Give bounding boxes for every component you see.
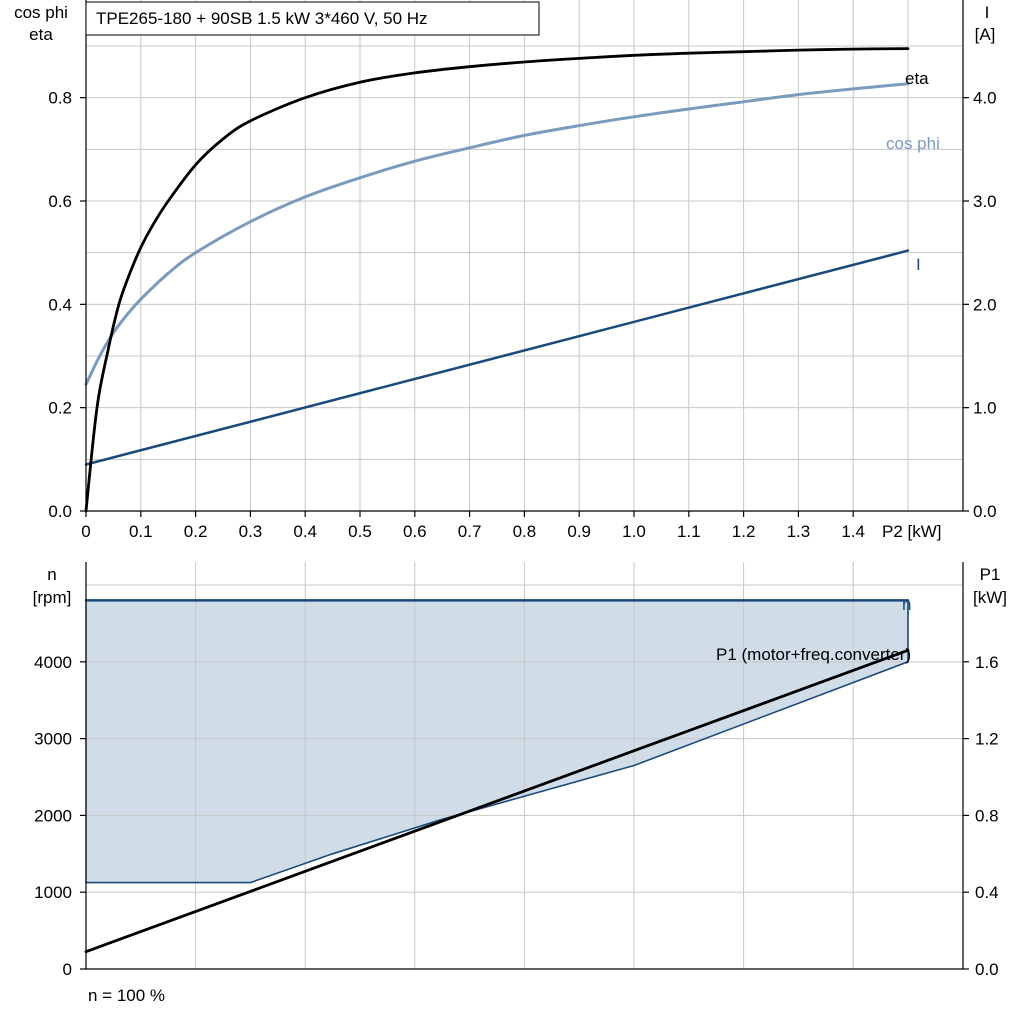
title-box — [85, 1, 540, 36]
top-right-tick-label: 3.0 — [973, 192, 997, 211]
lower-boundary-line — [85, 660, 909, 884]
bottom-left-tick-label: 1000 — [34, 883, 72, 902]
series-label-current: I — [916, 255, 921, 274]
bottom-operating-area — [86, 600, 908, 883]
top-right-tick-label: 0.0 — [973, 502, 997, 521]
top-grid — [85, 0, 963, 512]
bottom-right-axis-label-1: P1 — [980, 565, 1001, 584]
top-right-tick-label: 4.0 — [973, 89, 997, 108]
top-axes — [80, 0, 969, 517]
top-x-tick-label: 0.9 — [567, 522, 591, 541]
bottom-axes — [80, 562, 969, 970]
bottom-right-axis-label-2: [kW] — [973, 588, 1007, 607]
top-x-tick-label: 1.1 — [677, 522, 701, 541]
top-x-tick-label: 1.0 — [622, 522, 646, 541]
series-label-eta: eta — [905, 69, 929, 88]
current-line — [84, 249, 910, 466]
bottom-right-tick-label: 0.0 — [975, 960, 999, 979]
top-right-tick-label: 1.0 — [973, 399, 997, 418]
bottom-left-tick-label: 2000 — [34, 806, 72, 825]
top-x-tick-label: 0.8 — [513, 522, 537, 541]
top-left-axis-label-1: cos phi — [14, 3, 68, 22]
bottom-left-tick-label: 4000 — [34, 653, 72, 672]
top-tick-labels: 0.0 0.2 0.4 0.6 0.8 0.0 1.0 2.0 3.0 4.0 0 0.1 0.2 0.3… — [48, 89, 996, 541]
cosphi-curve — [84, 82, 910, 386]
bottom-right-tick-label: 0.4 — [975, 883, 999, 902]
top-left-tick-label: 0.2 — [48, 399, 72, 418]
series-label-p1: P1 (motor+freq.converter) — [716, 645, 911, 664]
top-left-tick-label: 0.6 — [48, 192, 72, 211]
top-x-tick-label: 0.2 — [184, 522, 208, 541]
top-x-tick-label: 0.7 — [458, 522, 482, 541]
top-x-tick-label: 0.4 — [293, 522, 317, 541]
top-x-tick-label: 1.2 — [732, 522, 756, 541]
top-x-tick-label: 0.6 — [403, 522, 427, 541]
bottom-left-axis-label-2: [rpm] — [33, 588, 72, 607]
chart-title: TPE265-180 + 90SB 1.5 kW 3*460 V, 50 Hz — [96, 9, 428, 28]
top-x-tick-label: 0 — [81, 522, 90, 541]
top-left-tick-label: 0.0 — [48, 502, 72, 521]
top-x-tick-label: 0.5 — [348, 522, 372, 541]
top-right-axis-label-2: [A] — [975, 25, 996, 44]
bottom-left-axis-label-1: n — [47, 565, 56, 584]
bottom-left-tick-label: 3000 — [34, 730, 72, 749]
series-label-speed: n — [902, 595, 911, 614]
top-left-tick-label: 0.8 — [48, 89, 72, 108]
top-x-tick-label: 1.3 — [787, 522, 811, 541]
top-x-tick-label: 0.1 — [129, 522, 153, 541]
bottom-left-tick-label: 0 — [63, 960, 72, 979]
top-right-axis-label-1: I — [985, 3, 990, 22]
bottom-series — [84, 599, 910, 954]
top-right-tick-label: 2.0 — [973, 295, 997, 314]
bottom-right-tick-label: 1.2 — [975, 730, 999, 749]
p1-line — [84, 648, 910, 954]
footer-speed-note: n = 100 % — [88, 986, 165, 1005]
eta-curve — [84, 47, 910, 513]
x-axis-unit-label: P2 [kW] — [882, 522, 942, 541]
bottom-tick-labels: 0 1000 2000 3000 4000 0.0 0.4 0.8 1.2 1.6 — [34, 653, 998, 979]
top-left-tick-label: 0.4 — [48, 295, 72, 314]
bottom-right-tick-label: 0.8 — [975, 806, 999, 825]
bottom-right-tick-label: 1.6 — [975, 653, 999, 672]
top-series — [84, 47, 910, 513]
top-left-axis-label-2: eta — [29, 25, 53, 44]
top-x-tick-label: 1.4 — [841, 522, 865, 541]
operating-area-fill — [86, 600, 908, 883]
top-x-tick-label: 0.3 — [239, 522, 263, 541]
series-label-cosphi: cos phi — [886, 134, 940, 153]
